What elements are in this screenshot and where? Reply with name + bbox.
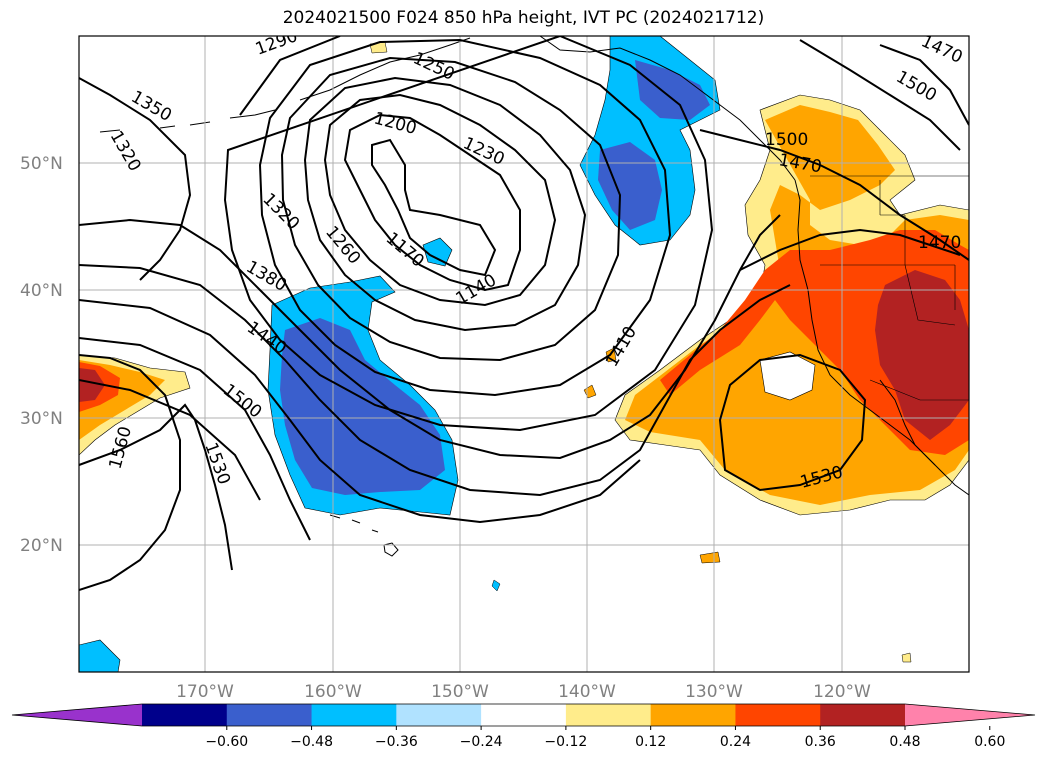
contour-1560 — [79, 354, 181, 591]
coast-aleutian — [99, 109, 276, 133]
coast-alaska — [299, 36, 796, 181]
contour-1500-east — [739, 228, 961, 271]
colorbar-tick-label: 0.48 — [889, 734, 920, 750]
colorbar-extend-low — [12, 704, 142, 726]
contour-1140 — [371, 138, 497, 277]
contour-1230 — [303, 76, 587, 332]
colorbar-segment — [226, 704, 313, 726]
contour-1200 — [323, 93, 557, 307]
longitude-labels: 170°W 160°W 150°W 140°W 130°W 120°W — [176, 682, 871, 702]
colorbar-tick-label: 0.36 — [805, 734, 836, 750]
fill-blue-nw2 — [598, 142, 662, 230]
colorbar-segment — [650, 704, 736, 726]
contour-1530 — [79, 403, 233, 571]
contour-1470 — [79, 337, 311, 541]
map-frame — [78, 35, 970, 673]
map-title: 2024021500 F024 850 hPa height, IVT PC (… — [282, 8, 765, 28]
colorbar-outline — [11, 703, 1036, 727]
contour-1260 — [280, 56, 622, 362]
lon-label-170w: 170°W — [176, 682, 234, 702]
lon-label-140w: 140°W — [558, 682, 616, 702]
colorbar-tick-label: −0.48 — [290, 734, 333, 750]
colorbar-segment — [311, 704, 397, 726]
lat-label-30: 30°N — [20, 409, 63, 429]
colorbar-tick-label: −0.60 — [205, 734, 248, 750]
fill-yellow-small4 — [901, 652, 912, 663]
lon-label-160w: 160°W — [304, 682, 362, 702]
contour-1410 — [79, 264, 791, 497]
fill-darkred-east — [875, 270, 969, 440]
fill-light-blue-small — [422, 237, 453, 267]
colorbar-tick-label: −0.36 — [375, 734, 418, 750]
fill-white-hole — [759, 351, 816, 401]
contour-1170 — [343, 113, 521, 292]
colorbar-segment — [565, 704, 652, 726]
colorbar-segment — [820, 704, 906, 726]
contour-1500-ne — [799, 39, 961, 151]
colorbar-segment — [481, 704, 567, 726]
lon-label-130w: 130°W — [685, 682, 743, 702]
colorbar-tick-label: 0.24 — [720, 734, 751, 750]
contour-1530-east — [718, 353, 867, 492]
colorbar-tick-label: 0.60 — [974, 734, 1005, 750]
coast-baja — [879, 379, 936, 466]
fill-blue-nw — [635, 60, 710, 120]
map-content: 1290 1250 1350 1320 1200 1230 1320 1260 … — [79, 36, 969, 672]
contour-1440 — [79, 299, 641, 524]
fill-light-blue-sw — [79, 639, 121, 672]
contour-1470-ne — [879, 44, 969, 126]
fill-blue-mid — [280, 318, 445, 495]
colorbar-tick-label: 0.12 — [635, 734, 666, 750]
contour-1470-mid — [699, 129, 969, 261]
fill-darkred-west — [79, 368, 105, 402]
colorbar-extend-high — [905, 704, 1035, 726]
height-contours — [79, 36, 969, 591]
fill-light-blue-tiny — [491, 579, 501, 592]
lon-label-120w: 120°W — [813, 682, 871, 702]
colorbar-tick-label: −0.12 — [544, 734, 587, 750]
contour-1350 — [79, 77, 192, 281]
contour-1380 — [79, 214, 781, 460]
contour-1290 — [258, 38, 672, 397]
contour-1320 — [223, 36, 714, 432]
colorbar-segment — [396, 704, 482, 726]
latitude-labels: 50°N 40°N 30°N 20°N — [20, 154, 63, 556]
colorbar-segment — [142, 704, 228, 726]
coastlines — [99, 36, 969, 557]
lat-label-20: 20°N — [20, 536, 63, 556]
contour-1500 — [79, 379, 261, 501]
coast-hawaii — [329, 514, 399, 557]
colorbar-segment — [735, 704, 821, 726]
border-states — [820, 180, 969, 401]
colorbar: −0.60 −0.48 −0.36 −0.24 −0.12 0.12 0.24 0.36 0.4… — [11, 703, 1036, 750]
lat-label-50: 50°N — [20, 154, 63, 174]
contour-label: 1500 — [765, 130, 808, 150]
lat-label-40: 40°N — [20, 281, 63, 301]
colorbar-tick-label: −0.24 — [460, 734, 503, 750]
lon-label-150w: 150°W — [431, 682, 489, 702]
fill-yellow-small3 — [699, 551, 721, 564]
borders — [810, 175, 969, 401]
contour-label: 1470 — [918, 233, 961, 253]
